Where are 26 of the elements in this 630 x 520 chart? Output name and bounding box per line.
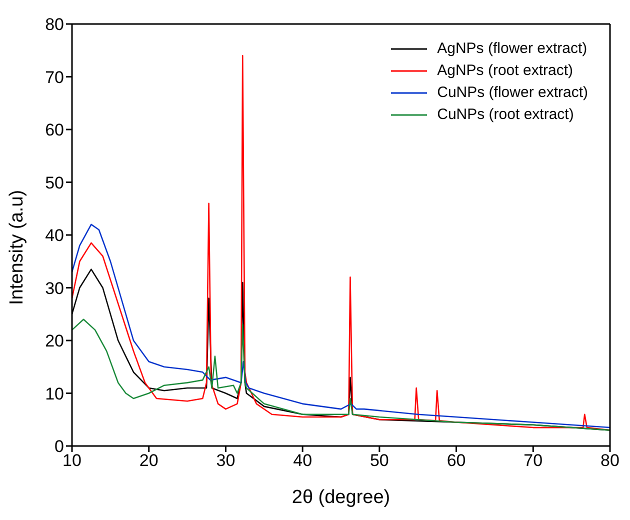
y-tick-label: 60 [45,120,64,140]
x-tick-label: 40 [293,451,312,470]
x-tick-label: 60 [446,451,466,470]
x-tick-label: 20 [139,451,158,470]
x-tick-label: 80 [600,451,620,470]
x-tick-label: 30 [216,451,236,470]
line-series [72,318,610,431]
line-series [72,55,610,431]
y-tick-label: 30 [45,278,64,298]
line-series [72,224,610,428]
x-tick-label: 10 [62,451,82,470]
legend-label: CuNPs (flower extract) [437,83,588,103]
y-tick-label: 10 [45,384,64,404]
y-tick-label: 70 [45,68,64,87]
y-axis-title: Intensity (a.u) [6,190,28,305]
x-tick-label: 50 [370,451,389,470]
y-tick-label: 20 [45,332,64,351]
legend-label: AgNPs (root extract) [437,61,573,81]
y-tick-label: 80 [45,15,64,34]
x-axis-title: 2θ (degree) [292,487,390,508]
legend-label: AgNPs (flower extract) [437,39,588,59]
y-tick-label: 50 [45,173,64,192]
x-tick-label: 70 [524,451,543,470]
legend-label: CuNPs (root extract) [437,105,574,125]
y-tick-label: 0 [54,437,64,456]
y-tick-label: 40 [45,226,64,246]
